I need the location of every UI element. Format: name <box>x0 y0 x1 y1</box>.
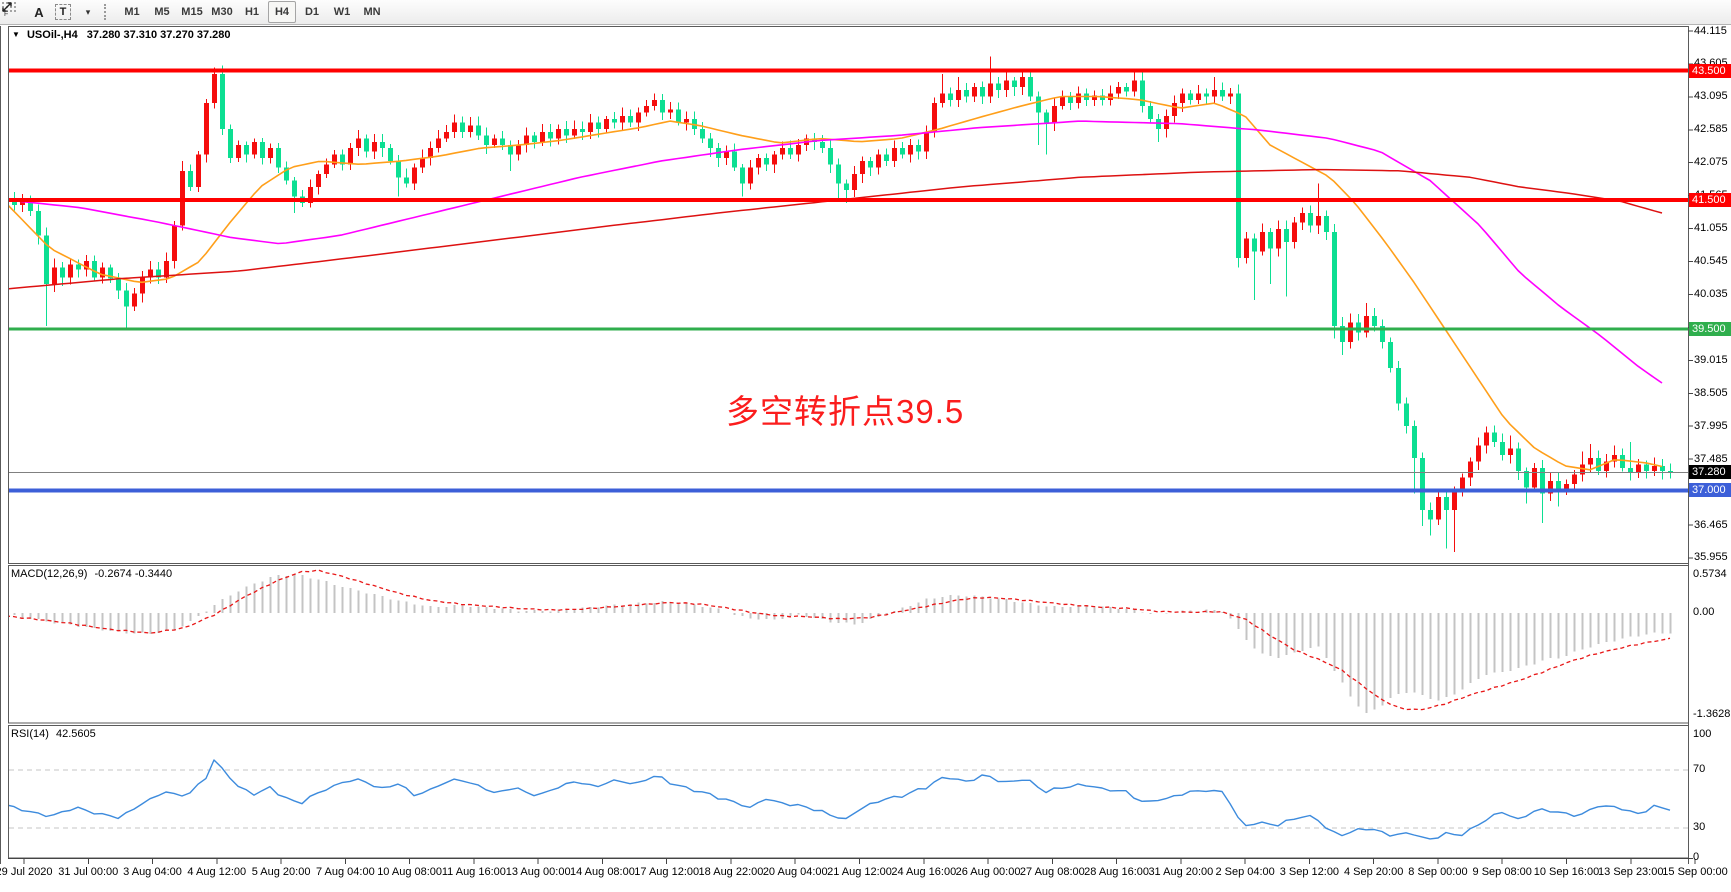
time-tick-label: 28 Aug 16:00 <box>1084 866 1149 878</box>
price-tick-label: 42.585 <box>1694 123 1728 136</box>
tf-button-H4[interactable]: H4 <box>268 1 296 23</box>
price-tick-label: 37.485 <box>1694 452 1728 465</box>
time-tick-label: 24 Aug 16:00 <box>891 866 957 878</box>
toolbar: F A T ▾ M1 M5 M15 M30 H1 H4 D1 W1 MN <box>0 0 1731 25</box>
rsi-value: 42.5605 <box>55 728 96 740</box>
time-tick-label: 11 Aug 16:00 <box>441 866 506 878</box>
rsi-scale-0: 0 <box>1693 851 1700 863</box>
letter-t-icon: T <box>54 4 72 20</box>
rsi-scale-100: 100 <box>1693 728 1712 740</box>
time-tick-label: 9 Sep 08:00 <box>1472 866 1532 878</box>
move-arrows-icon <box>2 2 12 12</box>
time-tick-label: 31 Jul 00:00 <box>58 866 119 878</box>
cursor-tools-button[interactable]: ▾ <box>2 2 98 22</box>
candlesticks <box>12 56 1673 552</box>
rsi-indicator-label: RSI(14) 42.5605 <box>11 728 96 740</box>
tf-button-D1[interactable]: D1 <box>304 6 320 18</box>
time-tick-label: 3 Sep 12:00 <box>1279 866 1340 878</box>
price-badge-39.500: 39.500 <box>1689 322 1731 337</box>
price-tick-label: 40.035 <box>1694 287 1728 300</box>
price-panel[interactable] <box>4 56 1688 552</box>
time-tick-label: 5 Aug 20:00 <box>251 866 311 878</box>
price-badge-43.500: 43.500 <box>1689 63 1731 78</box>
price-tick-label: 39.015 <box>1694 353 1728 366</box>
macd-scale-zero: 0.00 <box>1693 606 1715 618</box>
tf-button-M1[interactable]: M1 <box>124 6 140 18</box>
time-tick-label: 3 Aug 04:00 <box>123 866 182 878</box>
time-tick-label: 10 Sep 16:00 <box>1533 866 1600 878</box>
time-tick-label: 13 Sep 23:00 <box>1598 866 1664 878</box>
time-tick-label: 18 Aug 22:00 <box>698 866 764 878</box>
price-tick-label: 40.545 <box>1694 255 1728 268</box>
time-tick-label: 29 Jul 2020 <box>0 866 53 878</box>
ma-slow-red <box>9 168 1663 290</box>
price-badge-37.000: 37.000 <box>1689 483 1731 498</box>
text-box-button[interactable]: T <box>52 2 74 22</box>
macd-values: -0.2674 -0.3440 <box>94 568 173 580</box>
rsi-line <box>9 759 1671 840</box>
macd-panel[interactable] <box>6 569 1672 714</box>
tf-button-MN[interactable]: MN <box>363 6 381 18</box>
price-badge-37.280: 37.280 <box>1689 465 1731 480</box>
time-tick-label: 4 Aug 12:00 <box>187 866 247 878</box>
price-tick-label: 36.465 <box>1694 518 1728 531</box>
tf-button-H1[interactable]: H1 <box>244 6 260 18</box>
price-tick-label: 41.055 <box>1694 222 1728 235</box>
time-tick-label: 26 Aug 00:00 <box>955 866 1021 878</box>
chart-title-row: ▼ USOil-,H4 37.280 37.310 37.270 37.280 <box>12 29 231 41</box>
macd-signal-line <box>9 569 1671 711</box>
chart-annotation-text[interactable]: 多空转折点39.5 <box>726 393 965 430</box>
time-tick-label: 7 Aug 04:00 <box>315 866 375 878</box>
rsi-name: RSI(14) <box>11 728 49 740</box>
text-label-button[interactable]: A <box>28 2 50 22</box>
time-tick-label: 27 Aug 08:00 <box>1019 866 1085 878</box>
time-tick-label: 17 Aug 12:00 <box>634 866 700 878</box>
rsi-scale-70: 70 <box>1693 763 1706 775</box>
price-badge-41.500: 41.500 <box>1689 192 1731 207</box>
price-tick-label: 42.075 <box>1694 156 1728 169</box>
timeframe-group: M1 M5 M15 M30 H1 H4 D1 W1 MN <box>117 1 387 23</box>
toolbar-grip[interactable] <box>104 4 112 20</box>
time-tick-label: 21 Aug 12:00 <box>827 866 892 878</box>
macd-name: MACD(12,26,9) <box>11 568 88 580</box>
letter-a-icon: A <box>34 4 44 20</box>
ma-mid-magenta <box>9 120 1663 384</box>
time-tick-label: 14 Aug 08:00 <box>570 866 635 878</box>
time-tick-label: 8 Sep 00:00 <box>1408 866 1468 878</box>
time-tick-label: 2 Sep 04:00 <box>1215 866 1275 878</box>
time-tick-label: 13 Aug 00:00 <box>505 866 571 878</box>
macd-indicator-label: MACD(12,26,9) -0.2674 -0.3440 <box>11 568 172 580</box>
time-tick-label: 31 Aug 20:00 <box>1148 866 1214 878</box>
price-tick-label: 43.095 <box>1694 90 1728 103</box>
symbol-title: USOil-,H4 <box>26 29 78 41</box>
price-tick-label: 35.955 <box>1694 551 1728 564</box>
tf-button-M15[interactable]: M15 <box>181 6 203 18</box>
price-tick-label: 37.995 <box>1694 419 1728 432</box>
tf-button-M5[interactable]: M5 <box>154 6 170 18</box>
price-tick-label: 38.505 <box>1694 386 1728 399</box>
tf-button-W1[interactable]: W1 <box>333 6 351 18</box>
rsi-panel[interactable] <box>6 759 1688 840</box>
macd-histogram <box>13 573 1672 714</box>
time-tick-label: 20 Aug 04:00 <box>762 866 828 878</box>
time-tick-label: 15 Sep 00:00 <box>1662 866 1728 878</box>
rsi-scale-30: 30 <box>1693 821 1706 833</box>
macd-scale-min: -1.3628 <box>1693 708 1731 720</box>
macd-scale-max: 0.5734 <box>1693 568 1727 580</box>
collapse-icon[interactable]: ▼ <box>12 30 20 39</box>
chevron-down-icon: ▾ <box>85 6 91 17</box>
ohlc-readout: 37.280 37.310 37.270 37.280 <box>86 29 231 41</box>
svg-text:F: F <box>4 11 8 17</box>
time-tick-label: 4 Sep 20:00 <box>1343 866 1404 878</box>
axis-ticks <box>8 30 1696 864</box>
time-tick-label: 10 Aug 08:00 <box>377 866 443 878</box>
price-tick-label: 44.115 <box>1694 24 1727 37</box>
tf-button-M30[interactable]: M30 <box>211 6 233 18</box>
